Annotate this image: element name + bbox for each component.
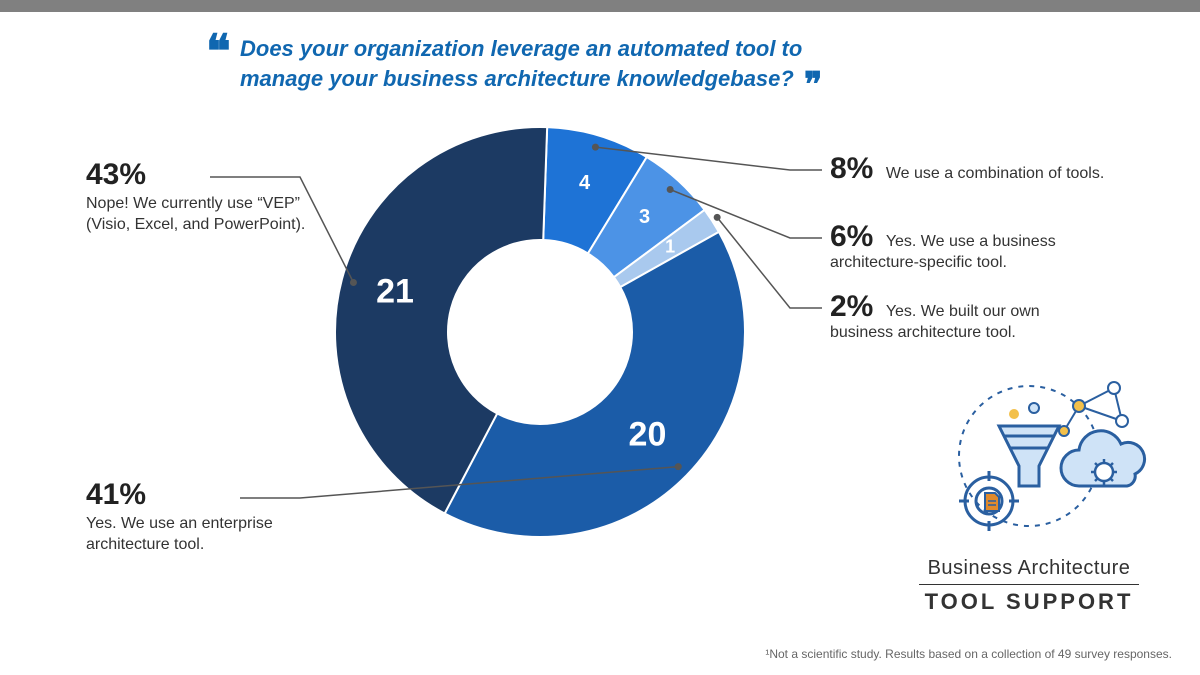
infographic-block: Business Architecture TOOL SUPPORT [894,376,1164,615]
slice-count-ownTool: 1 [665,237,675,257]
callout-ea: 41% Yes. We use an enterprise architectu… [86,480,316,556]
callout-own-pct: 2% [830,290,873,323]
callout-ba: 6% Yes. We use a business architecture-s… [830,222,1160,274]
question-line-2: manage your business architecture knowle… [240,66,794,91]
slice-count-eaTool: 20 [629,416,667,454]
callout-combo-desc: We use a combination of tools. [886,165,1105,182]
infographic-icon [904,376,1154,546]
survey-question: ❝ Does your organization leverage an aut… [240,34,880,93]
callout-vep-pct: 43% [86,160,316,190]
infographic-divider [919,584,1139,585]
infographic-title-top: Business Architecture [894,557,1164,580]
donut-slice-eaTool [445,232,745,537]
callout-ea-desc: Yes. We use an enterprise architecture t… [86,514,316,556]
callout-combo: 8% We use a combination of tools. [830,154,1160,185]
question-line-1: Does your organization leverage an autom… [240,36,802,61]
slide-stage: ❝ Does your organization leverage an aut… [0,12,1200,675]
slice-count-combo: 4 [579,172,591,194]
donut-chart: 4 31 20 21 [320,112,760,552]
callout-combo-pct: 8% [830,152,873,185]
callout-vep: 43% Nope! We currently use “VEP” (Visio,… [86,160,316,236]
open-quote-icon: ❝ [206,20,231,82]
callout-ea-pct: 41% [86,480,316,510]
footnote: ¹Not a scientific study. Results based o… [765,647,1172,661]
infographic-title-bottom: TOOL SUPPORT [894,589,1164,615]
close-quote-icon: ❞ [800,66,822,104]
slice-count-vep: 21 [376,273,414,311]
slice-count-baTool: 3 [639,206,650,228]
callout-vep-desc: Nope! We currently use “VEP” (Visio, Exc… [86,194,316,236]
header-bar [0,0,1200,12]
callout-own: 2% Yes. We built our own business archit… [830,292,1160,344]
callout-ba-pct: 6% [830,220,873,253]
donut-chart-svg: 4 31 20 21 [320,112,760,552]
